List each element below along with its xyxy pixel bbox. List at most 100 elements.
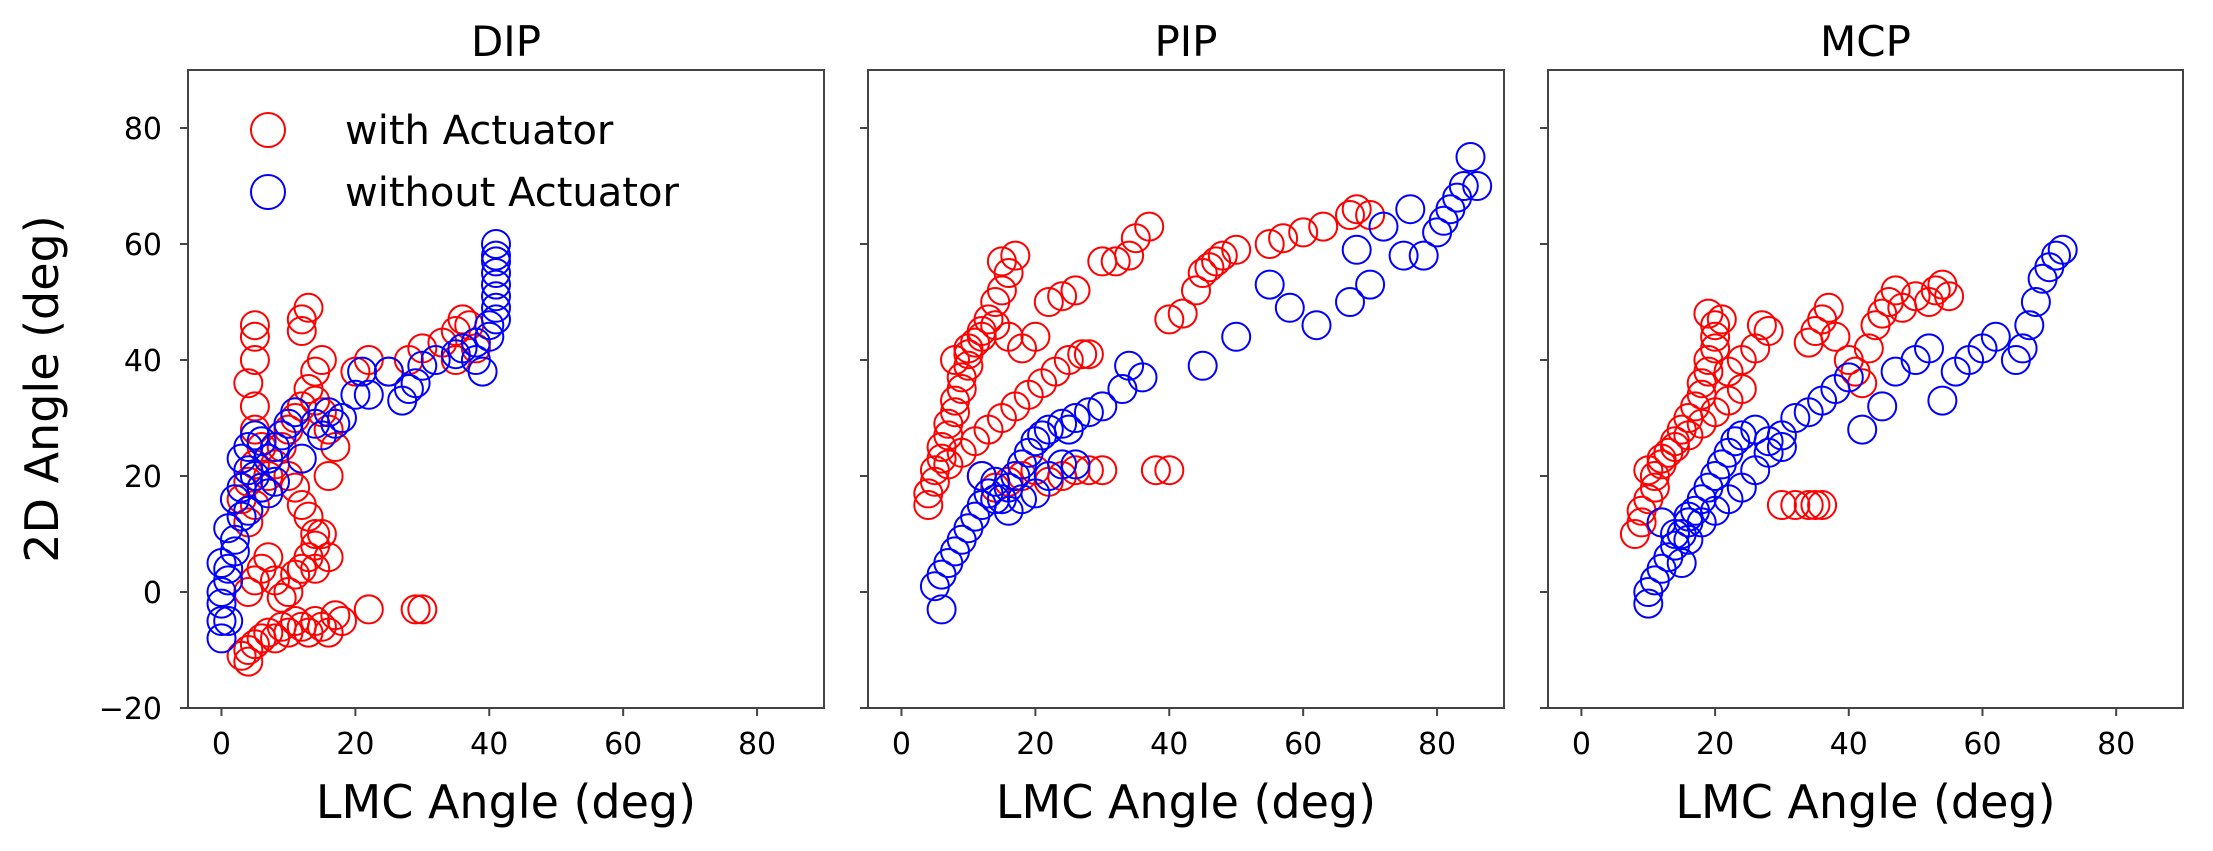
legend-marker: [250, 174, 286, 210]
x-tick-label: 0: [1572, 727, 1591, 762]
data-point: [1920, 275, 1951, 306]
x-axis-label: LMC Angle (deg): [316, 775, 696, 829]
y-tick-label: 0: [143, 576, 162, 611]
data-point: [481, 281, 511, 312]
data-point: [347, 356, 378, 387]
data-point: [1900, 281, 1931, 312]
data-point: [1127, 362, 1158, 393]
data-point: [474, 321, 505, 352]
data-point: [946, 374, 977, 404]
data-point: [1813, 292, 1844, 323]
data-point: [2020, 287, 2051, 317]
data-point: [286, 304, 317, 335]
data-point: [1187, 350, 1218, 381]
markers: [1619, 234, 2078, 619]
data-point: [1448, 171, 1479, 201]
data-point: [481, 304, 511, 335]
data-point: [1060, 275, 1091, 306]
data-point: [1847, 414, 1878, 445]
data-point: [340, 379, 371, 410]
x-axis-label: LMC Angle (deg): [996, 775, 1376, 829]
legend-label: without Actuator: [345, 170, 679, 216]
data-point: [1927, 385, 1958, 416]
x-tick-label: 60: [1284, 727, 1322, 762]
data-point: [400, 368, 431, 399]
data-point: [233, 368, 264, 399]
data-point: [1067, 339, 1098, 370]
x-tick-label: 0: [892, 727, 911, 762]
data-point: [373, 356, 404, 387]
data-point: [1335, 200, 1365, 230]
data-point: [1880, 275, 1911, 306]
data-point: [1274, 292, 1305, 323]
data-point: [393, 374, 424, 404]
data-point: [266, 582, 297, 613]
data-point: [481, 229, 511, 259]
plot-frame: [867, 69, 1505, 709]
data-point: [253, 617, 284, 648]
data-point: [1140, 455, 1171, 486]
data-point: [1355, 269, 1386, 300]
y-tick-label: 80: [124, 112, 162, 147]
data-point: [420, 345, 451, 375]
chart-panel-pip: 0 20 40 60 80 PIP LMC Angle (deg): [860, 17, 1505, 829]
data-point: [407, 594, 438, 625]
data-point: [1033, 414, 1064, 445]
data-point: [206, 588, 237, 619]
data-point: [1980, 321, 2011, 352]
data-point: [1807, 490, 1838, 520]
data-point: [1341, 194, 1372, 225]
chart-panel-mcp: 0 20 40 60 80 MCP LMC Angle (deg): [1540, 17, 2184, 829]
data-point: [1914, 333, 1944, 364]
data-point: [1673, 524, 1704, 555]
x-tick-label: 60: [604, 727, 642, 762]
y-tick-label: −20: [99, 692, 162, 727]
data-point: [300, 553, 331, 584]
chart-title: MCP: [1820, 17, 1911, 66]
x-tick-label: 80: [738, 727, 776, 762]
data-point: [953, 350, 984, 381]
data-point: [320, 408, 351, 439]
chart-panel-dip: 0 20 40 60 80 −20 0 20 40 60 80 DIP LMC Angle (deg) 2…: [15, 17, 825, 829]
data-point: [213, 606, 244, 636]
data-point: [986, 246, 1017, 277]
data-point: [481, 292, 511, 323]
data-point: [1780, 490, 1811, 520]
data-point: [219, 536, 250, 567]
x-tick-label: 40: [1150, 727, 1188, 762]
series-without-actuator: [919, 142, 1493, 625]
data-point: [1047, 281, 1078, 312]
data-point: [966, 461, 997, 491]
data-point: [233, 646, 264, 677]
series-without-actuator: [1633, 234, 2078, 619]
data-point: [940, 397, 970, 428]
data-point: [1288, 217, 1319, 248]
data-point: [293, 501, 324, 532]
data-point: [1167, 298, 1198, 329]
data-point: [1100, 246, 1131, 277]
data-point: [1766, 432, 1797, 462]
data-point: [1000, 240, 1031, 271]
data-point: [1693, 298, 1724, 329]
y-tick-label: 40: [124, 344, 162, 379]
data-point: [213, 565, 244, 596]
x-tick-label: 80: [2097, 727, 2135, 762]
data-point: [306, 345, 337, 375]
data-point: [1753, 316, 1784, 346]
data-point: [1060, 403, 1091, 433]
data-point: [1308, 211, 1339, 242]
x-axis-label: LMC Angle (deg): [1675, 775, 2055, 829]
data-point: [1666, 548, 1697, 578]
data-point: [481, 246, 511, 277]
data-point: [1408, 240, 1439, 271]
data-point: [973, 304, 1004, 335]
data-point: [913, 490, 944, 520]
data-point: [353, 594, 384, 625]
data-point: [206, 623, 237, 654]
plot-frame: [187, 69, 825, 709]
series-without-actuator: [206, 229, 511, 654]
data-point: [926, 594, 957, 625]
data-point: [1268, 223, 1299, 254]
data-point: [1047, 449, 1078, 480]
x-tick-label: 40: [470, 727, 508, 762]
